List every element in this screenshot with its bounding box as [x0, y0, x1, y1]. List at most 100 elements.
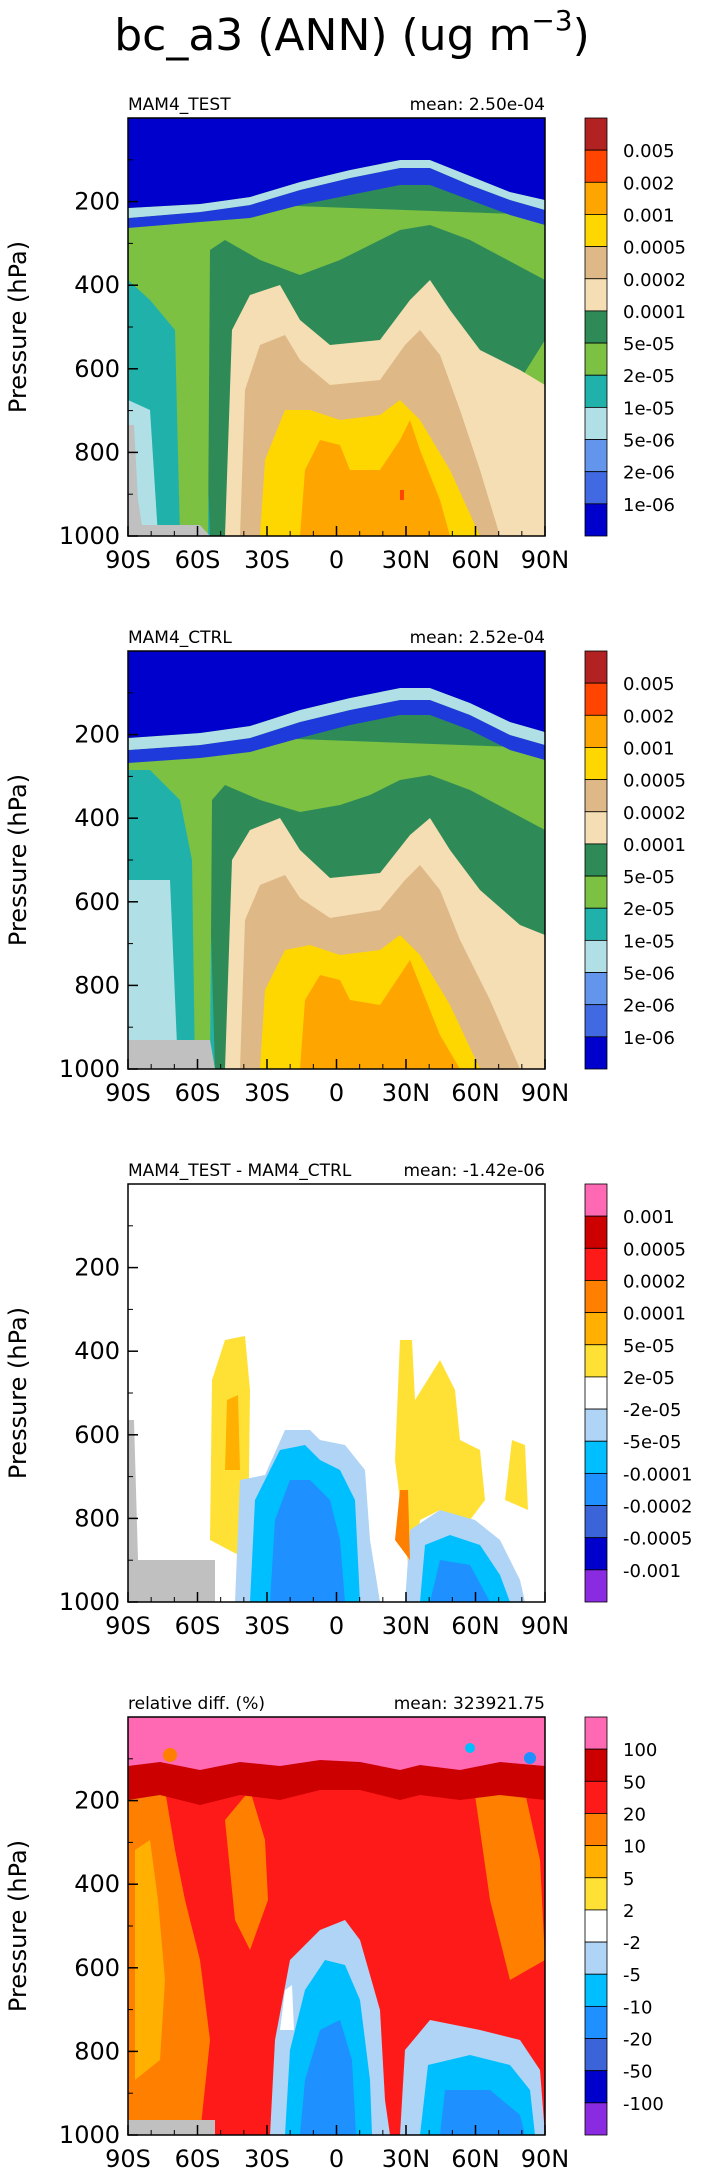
colorbar-label: 0.0001: [623, 835, 686, 856]
y-axis-label: Pressure (hPa): [4, 774, 32, 946]
colorbar-label: -0.0002: [623, 1497, 692, 1518]
contour-level-2e-06: [128, 168, 545, 228]
colorbar-swatch: [584, 117, 608, 151]
x-tick-label: 0: [329, 546, 344, 574]
y-tick-label: 800: [74, 1504, 120, 1532]
colorbar-label: 5e-05: [623, 334, 675, 355]
y-tick-label: 200: [74, 188, 120, 216]
panel-ctrl: MAM4_CTRL mean: 2.52e-04 200 400 600 800 100…: [4, 628, 686, 1107]
colorbar-swatch: [584, 1537, 608, 1571]
colorbar-swatch: [584, 2070, 608, 2104]
colorbar-label: -50: [623, 2062, 652, 2083]
colorbar-label: -2: [623, 1933, 641, 1954]
figure-title: bc_a3 (ANN) (ug m−3): [114, 4, 590, 61]
x-tick-label: 90N: [521, 546, 570, 574]
contour-level-0.002: [400, 490, 404, 500]
colorbar-swatch: [584, 1748, 608, 1782]
colorbar-label: 0.002: [623, 173, 675, 194]
y-axis-label: Pressure (hPa): [4, 1840, 32, 2012]
colorbar-label: 50: [623, 1772, 646, 1793]
contour-field: [128, 1717, 545, 2135]
colorbar-swatch: [584, 875, 608, 909]
colorbar-label: 0.0001: [623, 302, 686, 323]
y-tick-label: 800: [74, 2037, 120, 2065]
colorbar-label: 5e-05: [623, 867, 675, 888]
colorbar-swatch: [584, 1280, 608, 1314]
x-axis: 90S 60S 30S 0 30N 60N 90N: [105, 2125, 569, 2173]
x-tick-label: 60N: [451, 1612, 500, 1640]
colorbar-label: 5e-05: [623, 1336, 675, 1357]
colorbar-label: -2e-05: [623, 1400, 681, 1421]
missing-data-area: [128, 425, 210, 536]
colorbar-label: -10: [623, 1997, 652, 2018]
y-axis: 200 400 600 800 1000 Pressure (hPa): [4, 1225, 138, 1616]
x-tick-label: 0: [329, 2145, 344, 2173]
x-tick-label: 60S: [175, 546, 221, 574]
contour-field: [128, 1184, 545, 1602]
colorbar-swatch: [584, 682, 608, 716]
panel-left-label: MAM4_CTRL: [128, 628, 232, 648]
colorbar-label: 2e-05: [623, 899, 675, 920]
y-tick-label: 400: [74, 1337, 120, 1365]
colorbar-swatch: [584, 1247, 608, 1281]
colorbar-label: 0.002: [623, 706, 675, 727]
colorbar-swatch: [584, 1716, 608, 1750]
panel-mean-label: mean: 2.52e-04: [410, 628, 545, 648]
colorbar-label: 0.0002: [623, 803, 686, 824]
colorbar-label: 5e-06: [623, 431, 675, 452]
y-axis: 200 400 600 800 1000 Pressure (hPa): [4, 159, 138, 550]
x-tick-label: 30S: [244, 2145, 290, 2173]
colorbar-label: -0.0005: [623, 1529, 692, 1550]
colorbar-label: -5: [623, 1965, 641, 1986]
colorbar-swatch: [584, 907, 608, 941]
colorbar-label: 0.0005: [623, 1239, 686, 1260]
x-tick-label: 90S: [105, 2145, 151, 2173]
colorbar-label: -100: [623, 2094, 664, 2115]
x-tick-label: 90S: [105, 1079, 151, 1107]
colorbar-label: 0.001: [623, 205, 675, 226]
y-tick-label: 200: [74, 1787, 120, 1815]
colorbar: 100 50 20 10 5 2 -2 -5 -10 -20 -50 -100: [584, 1716, 664, 2136]
colorbar-swatch: [584, 1941, 608, 1975]
x-tick-label: 90S: [105, 1612, 151, 1640]
colorbar-swatch: [584, 1845, 608, 1879]
colorbar-label: 0.001: [623, 1207, 675, 1228]
colorbar-swatch: [584, 779, 608, 813]
y-tick-label: 600: [74, 1954, 120, 1982]
colorbar-label: 100: [623, 1740, 657, 1761]
colorbar-swatch: [584, 374, 608, 408]
colorbar-swatch: [584, 1312, 608, 1346]
colorbar-label: 2e-06: [623, 463, 675, 484]
colorbar-swatch: [584, 843, 608, 877]
colorbar-swatch: [584, 1909, 608, 1943]
x-tick-label: 30S: [244, 1612, 290, 1640]
y-tick-label: 600: [74, 355, 120, 383]
colorbar-swatch: [584, 1505, 608, 1539]
colorbar-swatch: [584, 439, 608, 473]
panel-test: MAM4_TEST mean: 2.50e-04 200 400 600 800 100…: [4, 95, 686, 574]
x-tick-label: 60N: [451, 546, 500, 574]
x-axis: 90S 60S 30S 0 30N 60N 90N: [105, 1059, 569, 1107]
colorbar-swatch: [584, 2038, 608, 2072]
colorbar-label: 1e-05: [623, 931, 675, 952]
contour-field: [128, 651, 545, 1069]
panel-mean-label: mean: -1.42e-06: [403, 1161, 545, 1181]
panel-left-label: relative diff. (%): [128, 1694, 265, 1714]
y-tick-label: 1000: [59, 522, 120, 550]
colorbar-swatch: [584, 1004, 608, 1038]
colorbar-swatch: [584, 1215, 608, 1249]
colorbar-label: 10: [623, 1837, 646, 1858]
x-tick-label: 60S: [175, 1079, 221, 1107]
colorbar-swatch: [584, 1877, 608, 1911]
colorbar-swatch: [584, 1036, 608, 1070]
y-axis-label: Pressure (hPa): [4, 241, 32, 413]
colorbar-swatch: [584, 246, 608, 280]
y-tick-label: 600: [74, 888, 120, 916]
colorbar-swatch: [584, 650, 608, 684]
x-tick-label: 30S: [244, 1079, 290, 1107]
x-tick-label: 30N: [382, 546, 431, 574]
colorbar-swatch: [584, 503, 608, 537]
contour-level-0.001: [300, 420, 450, 536]
colorbar-swatch: [584, 811, 608, 845]
